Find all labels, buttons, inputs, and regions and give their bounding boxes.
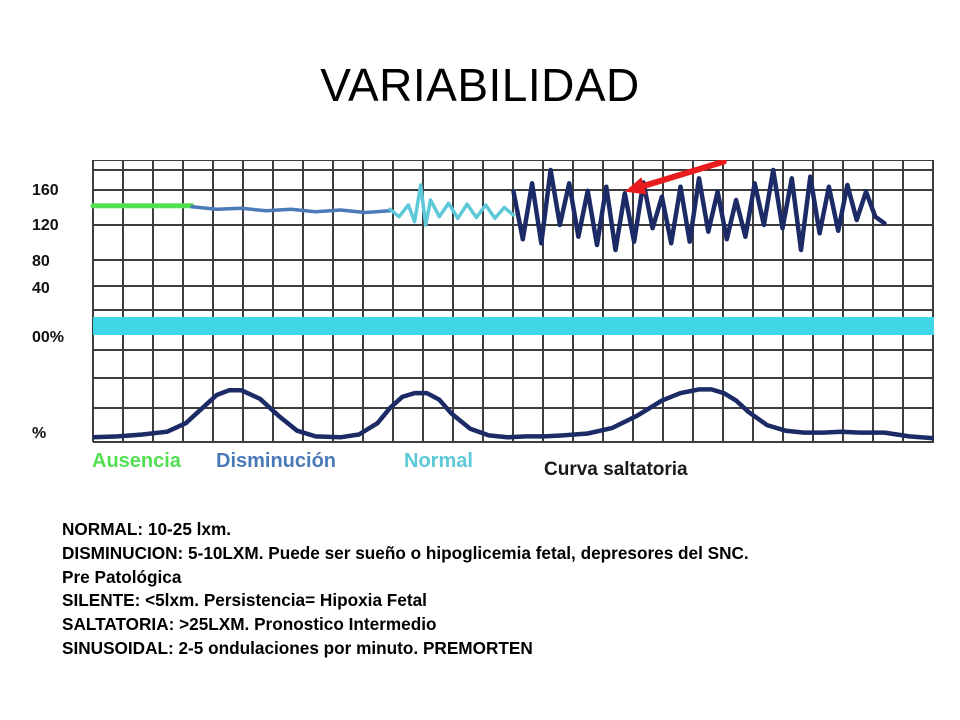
y-tick-label: % bbox=[32, 425, 46, 442]
segment-label-disminucion: Disminución bbox=[216, 450, 336, 472]
fhr-traces bbox=[90, 167, 887, 253]
ctg-chart: 160 120 80 40 00%% Ausencia Disminución Normal… bbox=[32, 160, 934, 484]
segment-labels: Ausencia Disminución Normal Curva saltatori… bbox=[86, 446, 934, 484]
note-sinusoidal: SINUSOIDAL: 2-5 ondulaciones por minuto.… bbox=[62, 637, 533, 658]
segment-label-normal: Normal bbox=[404, 450, 473, 472]
note-saltatoria: SALTATORIA: >25LXM. Pronostico Intermedi… bbox=[62, 614, 437, 635]
arrow-shaft bbox=[640, 160, 727, 189]
y-tick-label: 120 bbox=[32, 217, 59, 234]
segment-label-ausencia: Ausencia bbox=[92, 450, 182, 472]
note-normal: NORMAL: 10-25 lxm. bbox=[62, 519, 232, 539]
slide-title: VARIABILIDAD bbox=[320, 59, 640, 111]
y-tick-label: 00% bbox=[32, 329, 64, 346]
notes-list: NORMAL: 10-25 lxm. DISMINUCION: 5-10LXM.… bbox=[62, 518, 942, 661]
y-tick-label: 80 bbox=[32, 253, 50, 270]
segment-label-saltatoria: Curva saltatoria bbox=[544, 459, 688, 480]
y-tick-labels: 160 120 80 40 00%% bbox=[32, 182, 64, 442]
note-silente: SILENTE: <5lxm. Persistencia= Hipoxia Fe… bbox=[62, 590, 427, 611]
note-prepatologica: Pre Patológica bbox=[62, 566, 182, 587]
fhr-series-disminucion bbox=[190, 204, 392, 215]
label-strip bbox=[86, 446, 934, 484]
fhr-series-saltatoria bbox=[511, 167, 887, 253]
arrow-head bbox=[624, 177, 647, 195]
uterine-contraction-curve bbox=[92, 387, 934, 441]
note-disminucion: DISMINUCION: 5-10LXM. Puede ser sueño o … bbox=[62, 542, 749, 563]
y-tick-label: 160 bbox=[32, 182, 59, 199]
uterine-baseline-band bbox=[93, 317, 934, 335]
y-tick-label: 40 bbox=[32, 280, 50, 297]
fhr-series-normal bbox=[388, 183, 516, 227]
